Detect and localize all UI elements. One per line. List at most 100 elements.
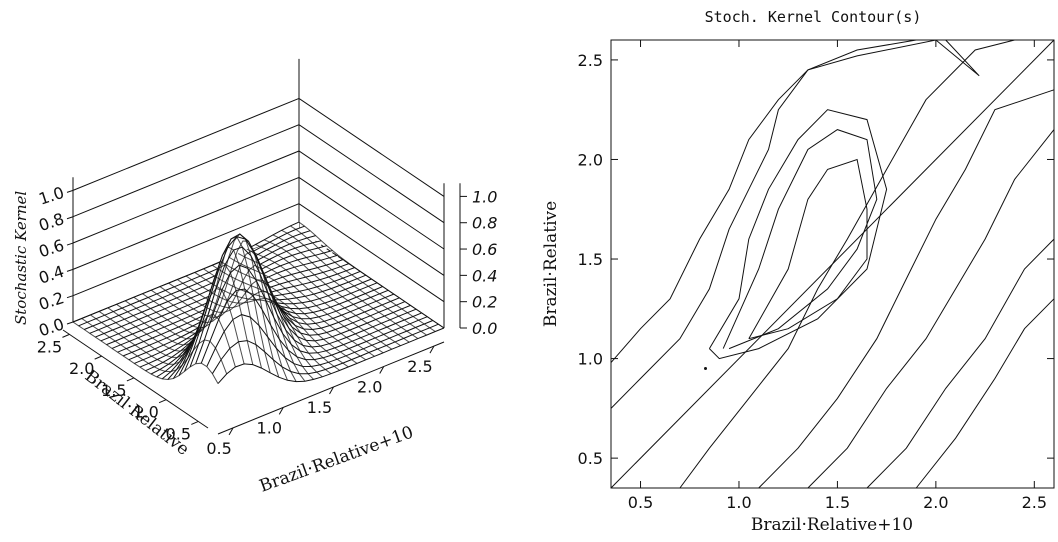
surface-z-tick-left — [66, 321, 74, 325]
surface-z-tick-left — [66, 242, 74, 246]
contour-ticks: 0.5 1.0 1.5 2.0 2.5 0.5 1.0 1.5 2.0 2.5 — [578, 40, 1054, 512]
surface-column-line — [220, 260, 367, 361]
surface-z-tick-left — [66, 268, 74, 272]
surface-z-tick-left — [66, 216, 74, 220]
surface-z-tick-left — [66, 189, 74, 193]
surface-y-tick-label: 2.5 — [37, 337, 62, 356]
surface-row-fill — [84, 230, 311, 330]
surface-x-tick — [329, 386, 334, 395]
contour-line-0 — [610, 39, 917, 409]
surface-column-line — [229, 257, 375, 357]
surface-z-grid-line — [72, 203, 445, 303]
contour-lines — [610, 39, 1055, 489]
surface-z-tick-label-right: 0.6 — [472, 240, 497, 259]
surface-x-tick-label: 1.5 — [307, 398, 332, 417]
surface-z-tick-label-left: 0.2 — [36, 288, 66, 314]
surface-z-tick-label-right: 0.4 — [472, 266, 497, 285]
surface-row-fill — [89, 235, 316, 334]
surface-z-tick-label-right: 0.8 — [472, 214, 497, 233]
contour-line-9 — [748, 158, 868, 340]
contour-plot: Stoch. Kernel Contour(s) 0.5 1.0 1.5 2.0 2.5… — [541, 8, 1055, 535]
surface-column-line — [177, 279, 323, 378]
surface-x-tick-label: 2.5 — [407, 357, 432, 376]
surface-plot: 0.51.01.52.02.50.51.01.52.02.50.00.20.40… — [12, 58, 497, 497]
surface-y-tick-label: 2.0 — [69, 359, 94, 378]
surface-column-line — [150, 250, 297, 382]
surface-y-axis-line — [62, 329, 209, 429]
surface-y-tick-label: 0.5 — [166, 424, 191, 443]
surface-column-line — [255, 244, 401, 347]
surface-x-tick-label: 0.5 — [206, 439, 231, 458]
surface-x-tick — [228, 427, 234, 436]
surface-x-tick-label: 1.0 — [257, 418, 282, 437]
surface-y-tick — [158, 399, 167, 404]
surface-z-tick-label-left: 1.0 — [36, 183, 66, 209]
surface-z-axis-label: Stochastic Kernel — [12, 191, 30, 325]
contour-x-axis-label: Brazil·Relative+10 — [751, 515, 913, 535]
contour-line-1 — [610, 39, 980, 363]
surface-z-grid-line — [72, 150, 445, 250]
contour-line-7 — [708, 109, 888, 360]
surface-row-fill — [95, 240, 322, 338]
surface-z-tick-label-left: 0.8 — [36, 209, 66, 235]
contour-line-8 — [722, 129, 878, 350]
surface-z-grid-line — [72, 124, 445, 224]
contour-x-tick-label: 2.5 — [1022, 493, 1047, 512]
surface-tick-labels: 0.51.01.52.02.50.51.01.52.02.50.00.20.40… — [36, 183, 497, 458]
surface-z-tick-label-left: 0.4 — [36, 262, 66, 288]
surface-y-tick-label: 1.0 — [133, 403, 158, 422]
surface-z-grid-line — [72, 97, 445, 197]
surface-z-grid-line — [72, 176, 445, 276]
surface-z-tick-label-right: 1.0 — [472, 187, 497, 206]
surface-column-line — [72, 321, 219, 384]
surface-column-line — [203, 268, 349, 368]
surface-column-line — [194, 271, 340, 371]
contour-line-4 — [807, 129, 1055, 489]
surface-y-tick-label: 1.5 — [101, 381, 126, 400]
surface-x-tick — [278, 407, 284, 415]
contour-y-tick-label: 1.0 — [578, 350, 603, 369]
surface-x-tick-label: 2.0 — [357, 378, 382, 397]
contour-line-2 — [679, 39, 1015, 489]
surface-column-line — [272, 234, 419, 340]
contour-x-tick-label: 0.5 — [628, 493, 653, 512]
surface-z-tick-label-right: 0.0 — [472, 319, 497, 338]
contour-frame — [610, 39, 1055, 489]
surface-z-tick-label-left: 0.6 — [36, 235, 66, 261]
surface-column-line — [168, 279, 314, 380]
surface-column-line — [211, 264, 358, 364]
surface-column-line — [298, 221, 445, 329]
contour-y-tick-label: 2.0 — [578, 150, 603, 169]
contour-x-tick-label: 1.0 — [726, 493, 751, 512]
contour-line-5 — [866, 238, 1055, 489]
contour-y-axis-label: Brazil·Relative — [541, 201, 561, 327]
surface-x-tick — [429, 345, 435, 354]
surface-y-tick — [191, 421, 199, 425]
contour-x-tick-label: 1.5 — [825, 493, 850, 512]
surface-column-line — [237, 253, 384, 354]
surface-column-line — [116, 246, 262, 369]
contour-dot — [704, 367, 708, 371]
contour-y-tick-label: 1.5 — [578, 250, 603, 269]
surface-z-tick-left — [66, 295, 74, 299]
contour-y-tick-label: 0.5 — [578, 449, 603, 468]
surface-column-line — [246, 248, 393, 350]
surface-axes — [62, 183, 467, 436]
surface-y-tick — [126, 377, 135, 382]
surface-y-tick — [94, 355, 102, 360]
surface-x-axis-line — [217, 341, 445, 435]
contour-x-tick-label: 2.0 — [923, 493, 948, 512]
surface-mesh — [72, 221, 445, 420]
surface-column-line — [264, 239, 410, 343]
surface-column-line — [185, 275, 332, 375]
contour-y-tick-label: 2.5 — [578, 51, 603, 70]
surface-z-tick-label-right: 0.2 — [472, 293, 497, 312]
surface-column-line — [290, 225, 436, 332]
contour-line-3 — [758, 89, 1055, 489]
surface-column-line — [281, 229, 427, 336]
surface-y-tick — [62, 333, 70, 338]
contour-line-6 — [915, 298, 1055, 489]
surface-column-line — [124, 236, 271, 373]
contour-title: Stoch. Kernel Contour(s) — [705, 8, 922, 26]
